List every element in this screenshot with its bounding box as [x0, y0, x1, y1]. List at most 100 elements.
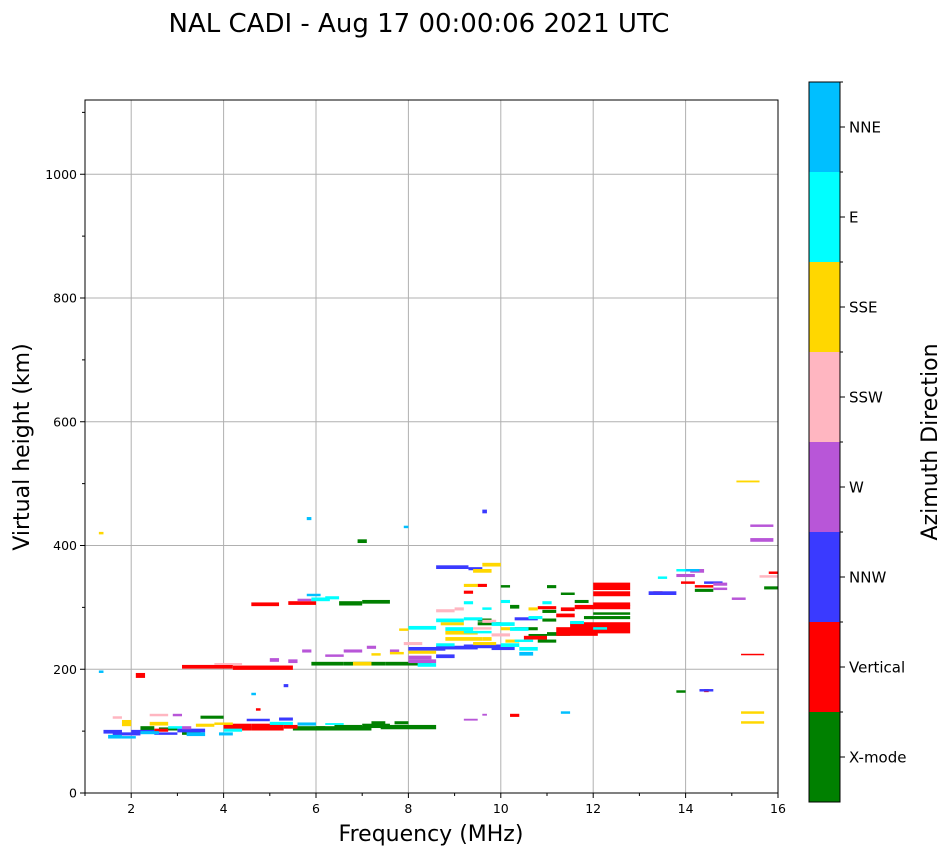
colorbar-tick-label: W [849, 479, 864, 497]
echo-point-sse [195, 723, 215, 727]
y-tick-label: 0 [69, 786, 77, 801]
echo-point-ssw [149, 713, 169, 717]
echo-point-w [325, 654, 344, 657]
echo-point-e [593, 627, 608, 630]
echo-point-sse [482, 637, 492, 641]
echo-point-vertical [537, 606, 557, 610]
y-tick-label: 800 [53, 291, 77, 306]
echo-point-w [343, 649, 363, 653]
echo-point-w [731, 597, 746, 600]
echo-point-vertical [593, 591, 631, 597]
echo-point-x-mode [593, 612, 631, 615]
echo-point-nnw [283, 684, 289, 688]
echo-point-sse [399, 628, 409, 631]
echo-point-nnw [482, 509, 487, 514]
echo-point-ssw [759, 575, 778, 578]
echo-point-sse [741, 711, 765, 714]
echo-point-e [510, 627, 529, 631]
echo-point-x-mode [339, 601, 363, 606]
echo-point-x-mode [477, 622, 501, 626]
echo-point-e [482, 607, 492, 610]
echo-point-e [500, 643, 520, 647]
echo-point-w [172, 713, 183, 717]
echo-point-e [463, 617, 483, 621]
echo-point-ssw [482, 619, 497, 623]
x-axis: 2 4 6 8 10 12 14 16 [84, 793, 786, 816]
echo-point-nnw [514, 617, 538, 621]
echo-point-vertical [556, 627, 598, 636]
colorbar-segment-x-mode [809, 712, 840, 802]
echo-point-e [325, 596, 340, 600]
echo-point-vertical [560, 607, 575, 612]
echo-point-w [750, 538, 774, 542]
echo-point-sse [445, 630, 478, 635]
colorbar-tick-label: Vertical [849, 659, 905, 677]
colorbar-segment-ssw [809, 352, 840, 442]
echo-point-x-mode [694, 588, 714, 592]
echo-point-nnw [279, 717, 293, 721]
colorbar-tick-label: NNE [849, 119, 881, 137]
echo-point-x-mode [542, 618, 557, 622]
echo-point-ssw [112, 716, 122, 719]
echo-point-vertical [463, 590, 474, 594]
echo-point-nnw [468, 567, 483, 571]
x-tick-label: 10 [493, 801, 509, 816]
y-tick-label: 1000 [45, 167, 77, 182]
colorbar-tick-label: SSW [849, 389, 883, 407]
colorbar: X-mode Vertical NNW W SSW SSE E NNE [808, 81, 906, 803]
echo-point-sse [505, 639, 520, 643]
echo-point-nne [297, 722, 316, 726]
colorbar-segment-e [809, 172, 840, 262]
echo-point-e [417, 663, 437, 667]
echo-point-e [542, 601, 552, 605]
echo-point-e [436, 618, 464, 623]
echo-point-w [750, 524, 774, 527]
echo-point-x-mode [560, 592, 575, 595]
echo-point-nne [218, 732, 233, 736]
plot-frame [84, 99, 779, 794]
echo-point-vertical [251, 602, 280, 607]
colorbar-label: Azimuth Direction [918, 343, 943, 540]
echo-point-e [491, 622, 515, 626]
echo-point-nnw [177, 728, 206, 733]
echo-point-x-mode [140, 726, 155, 731]
echo-point-w [676, 573, 695, 578]
echo-point-ssw [491, 633, 511, 637]
echo-point-sse [445, 637, 483, 641]
echo-point-vertical [477, 583, 487, 587]
echo-point-vertical [283, 724, 298, 729]
echo-point-w [482, 713, 487, 716]
echo-point-w [182, 726, 192, 730]
echo-point-vertical [154, 728, 169, 732]
echo-point-vertical [593, 602, 631, 606]
echo-point-sse [98, 531, 104, 535]
echo-point-vertical [556, 613, 575, 618]
echo-point-nnw [436, 654, 455, 659]
echo-point-e [463, 630, 492, 634]
echo-point-nnw [154, 732, 178, 735]
echo-point-e [570, 620, 584, 625]
x-tick-label: 2 [127, 801, 135, 816]
echo-point-x-mode [542, 609, 557, 613]
echo-point-e [463, 601, 474, 605]
echo-point-sse [473, 642, 497, 646]
echo-point-e [528, 616, 543, 620]
echo-point-x-mode [574, 599, 589, 604]
echo-point-e [325, 723, 344, 725]
colorbar-tick-label: SSE [849, 299, 878, 317]
x-axis-label: Frequency (MHz) [339, 822, 524, 847]
echo-point-nne [186, 732, 206, 737]
colorbar-segment-w [809, 442, 840, 532]
y-tick-label: 400 [53, 538, 77, 553]
echo-point-nne [98, 670, 104, 673]
echo-point-e [408, 625, 437, 630]
echo-point-vertical [255, 708, 261, 711]
echo-point-w [297, 598, 312, 602]
echo-point-w [463, 718, 478, 721]
echo-point-sse [149, 721, 169, 726]
echo-point-w [408, 659, 437, 664]
echo-point-nne [251, 692, 256, 696]
y-tick-label: 600 [53, 414, 77, 429]
echo-point-vertical [182, 664, 233, 669]
echo-point-sse [736, 480, 760, 483]
